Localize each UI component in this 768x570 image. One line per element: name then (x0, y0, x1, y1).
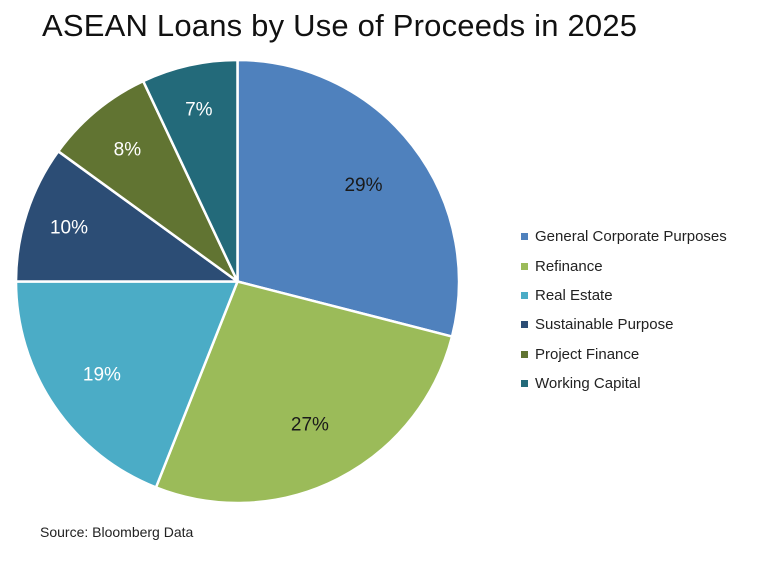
legend-label: Sustainable Purpose (535, 316, 674, 334)
legend-item-sustainable-purpose: Sustainable Purpose (521, 310, 727, 339)
legend-item-real-estate: Real Estate (521, 281, 727, 310)
legend-swatch-icon (521, 233, 528, 241)
pie-slice-refinance (154, 280, 454, 505)
legend-item-refinance: Refinance (521, 251, 727, 280)
legend: General Corporate Purposes Refinance Rea… (521, 222, 727, 398)
pie-slice-general-corporate-purposes (236, 58, 461, 338)
chart-title: ASEAN Loans by Use of Proceeds in 2025 (42, 8, 638, 43)
source-note: Source: Bloomberg Data (40, 524, 194, 540)
slice-data-label: 29% (344, 175, 382, 196)
legend-label: Refinance (535, 257, 603, 275)
legend-swatch-icon (521, 321, 528, 329)
legend-item-working-capital: Working Capital (521, 369, 727, 398)
pie-slice-project-finance (57, 79, 239, 283)
pie-slice-real-estate (14, 280, 239, 489)
legend-label: Working Capital (535, 375, 641, 393)
legend-label: General Corporate Purposes (535, 228, 727, 246)
pie-slice-working-capital (141, 58, 239, 283)
slice-data-label: 10% (50, 218, 88, 239)
slice-data-label: 7% (185, 100, 213, 121)
legend-label: Real Estate (535, 286, 613, 304)
slice-data-label: 19% (83, 365, 121, 386)
legend-item-project-finance: Project Finance (521, 340, 727, 369)
legend-item-general-corporate-purposes: General Corporate Purposes (521, 222, 727, 251)
legend-swatch-icon (521, 380, 528, 388)
legend-swatch-icon (521, 262, 528, 270)
legend-label: Project Finance (535, 345, 640, 363)
legend-swatch-icon (521, 350, 528, 358)
slice-data-label: 27% (291, 415, 329, 436)
pie-slice-sustainable-purpose (14, 150, 239, 283)
slice-data-label: 8% (114, 139, 142, 160)
legend-swatch-icon (521, 291, 528, 299)
